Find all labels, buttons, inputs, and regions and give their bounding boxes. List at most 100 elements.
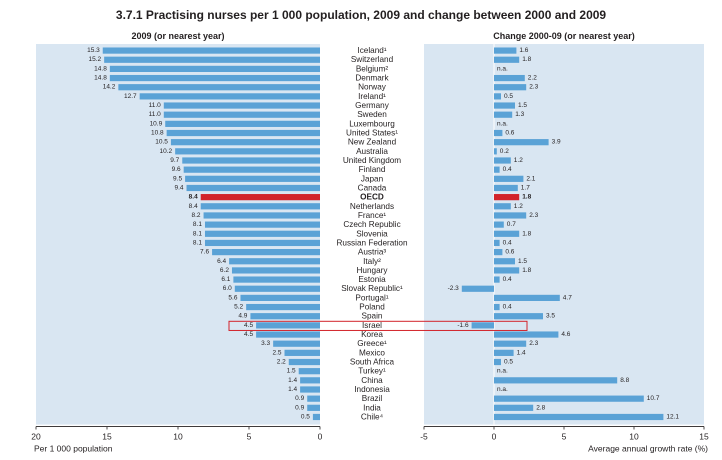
bar-left-denmark [109,74,320,82]
bar-left-chile [312,413,320,421]
bar-right-chile [494,413,664,421]
value-label-left-russian-federation: 8.1 [193,239,202,246]
bar-right-italy [494,258,515,265]
chart-title: 3.7.1 Practising nurses per 1 000 popula… [115,8,607,22]
value-label-left-iceland: 15.3 [87,47,100,54]
value-label-right-netherlands: 1.2 [514,203,523,210]
value-label-right-new-zealand: 3.9 [552,139,561,146]
country-label-china: China [361,376,383,385]
bar-right-korea [494,331,559,338]
value-label-left-indonesia: 1.4 [288,386,297,393]
right-tick-label-2: 5 [562,432,567,442]
country-label-austria: Austria³ [358,248,386,257]
value-label-left-australia: 10.2 [160,148,173,155]
country-label-belgium: Belgium² [356,64,389,73]
country-label-india: India [363,403,381,412]
bar-left-indonesia [300,386,320,393]
value-label-right-canada: 1.7 [521,184,530,191]
country-label-netherlands: Netherlands [350,202,394,211]
value-label-right-slovak-republic: -2.3 [448,285,460,292]
value-label-right-india: 2.8 [536,404,545,411]
bar-left-united-states [166,129,320,137]
value-label-left-poland: 5.2 [234,304,243,311]
country-labels: Iceland¹SwitzerlandBelgium²DenmarkNorway… [337,46,408,421]
bar-right-estonia [494,276,500,283]
country-label-mexico: Mexico [359,348,385,357]
value-label-left-luxembourg: 10.9 [150,120,163,127]
country-label-iceland: Iceland¹ [357,46,386,55]
right-tick-label-3: 10 [629,432,639,442]
bar-left-belgium [109,65,320,72]
value-label-right-germany: 1.5 [518,102,527,109]
left-tick-label-3: 5 [247,432,252,442]
bar-right-netherlands [494,203,511,210]
value-label-left-united-states: 10.8 [151,130,164,137]
value-label-left-israel: 4.5 [244,322,253,329]
bar-left-france [203,212,320,219]
bar-right-canada [494,184,518,192]
bar-right-slovak-republic [461,285,494,292]
value-label-right-czech-republic: 0.7 [507,221,516,228]
value-label-left-chile: 0.5 [301,413,310,420]
country-label-finland: Finland [359,165,386,174]
bar-right-australia [494,148,497,155]
value-label-right-portugal: 4.7 [563,294,572,301]
value-label-left-india: 0.9 [295,404,304,411]
bar-right-united-states [494,129,503,137]
value-label-right-hungary: 1.8 [522,267,531,274]
bar-left-netherlands [200,203,320,210]
bar-right-mexico [494,349,514,356]
bar-left-russian-federation [204,239,320,247]
country-label-luxembourg: Luxembourg [349,119,395,128]
value-label-right-poland: 0.4 [503,304,512,311]
bar-left-china [300,377,320,384]
value-label-left-spain: 4.9 [238,313,247,320]
value-label-left-new-zealand: 10.5 [155,139,168,146]
country-label-czech-republic: Czech Republic [343,220,400,229]
bar-left-australia [175,148,320,155]
country-label-south-africa: South Africa [350,358,395,367]
value-label-right-korea: 4.6 [561,331,570,338]
value-label-left-germany: 11.0 [149,102,162,109]
value-label-right-denmark: 2.2 [528,75,537,82]
country-label-spain: Spain [362,312,383,321]
value-label-left-greece: 3.3 [261,340,270,347]
bar-left-korea [256,331,320,338]
bar-left-turkey [298,368,320,375]
value-label-left-brazil: 0.9 [295,395,304,402]
bar-right-china [494,377,618,384]
bar-right-slovenia [494,230,520,237]
value-label-left-china: 1.4 [288,377,297,384]
right-plot-background [424,44,704,425]
country-label-slovak-republic: Slovak Republic¹ [341,284,403,293]
bar-left-united-kingdom [182,157,320,164]
bar-right-portugal [494,294,560,301]
value-label-left-slovenia: 8.1 [193,230,202,237]
bar-left-poland [246,303,320,311]
bar-left-italy [229,258,320,265]
country-label-australia: Australia [356,147,388,156]
value-label-left-estonia: 6.1 [221,276,230,283]
value-label-left-sweden: 11.0 [149,111,162,118]
bar-right-india [494,404,534,411]
bar-left-spain [250,313,320,320]
bar-left-greece [273,340,320,347]
value-label-left-south-africa: 2.2 [277,359,286,366]
country-label-russian-federation: Russian Federation [337,238,408,247]
bar-right-denmark [494,74,525,82]
bar-right-oecd [494,194,520,201]
bar-left-slovenia [204,230,320,237]
bar-left-czech-republic [204,221,320,228]
bar-right-greece [494,340,527,347]
country-label-norway: Norway [358,83,387,92]
country-label-poland: Poland [359,303,385,312]
bar-left-ireland [139,93,320,100]
country-label-japan: Japan [361,174,384,183]
value-label-right-united-states: 0.6 [505,130,514,137]
bar-right-germany [494,102,515,109]
value-label-right-sweden: 1.3 [515,111,524,118]
israel-outline-box [228,320,528,331]
value-label-left-netherlands: 8.4 [189,203,198,210]
bar-left-luxembourg [165,120,320,127]
